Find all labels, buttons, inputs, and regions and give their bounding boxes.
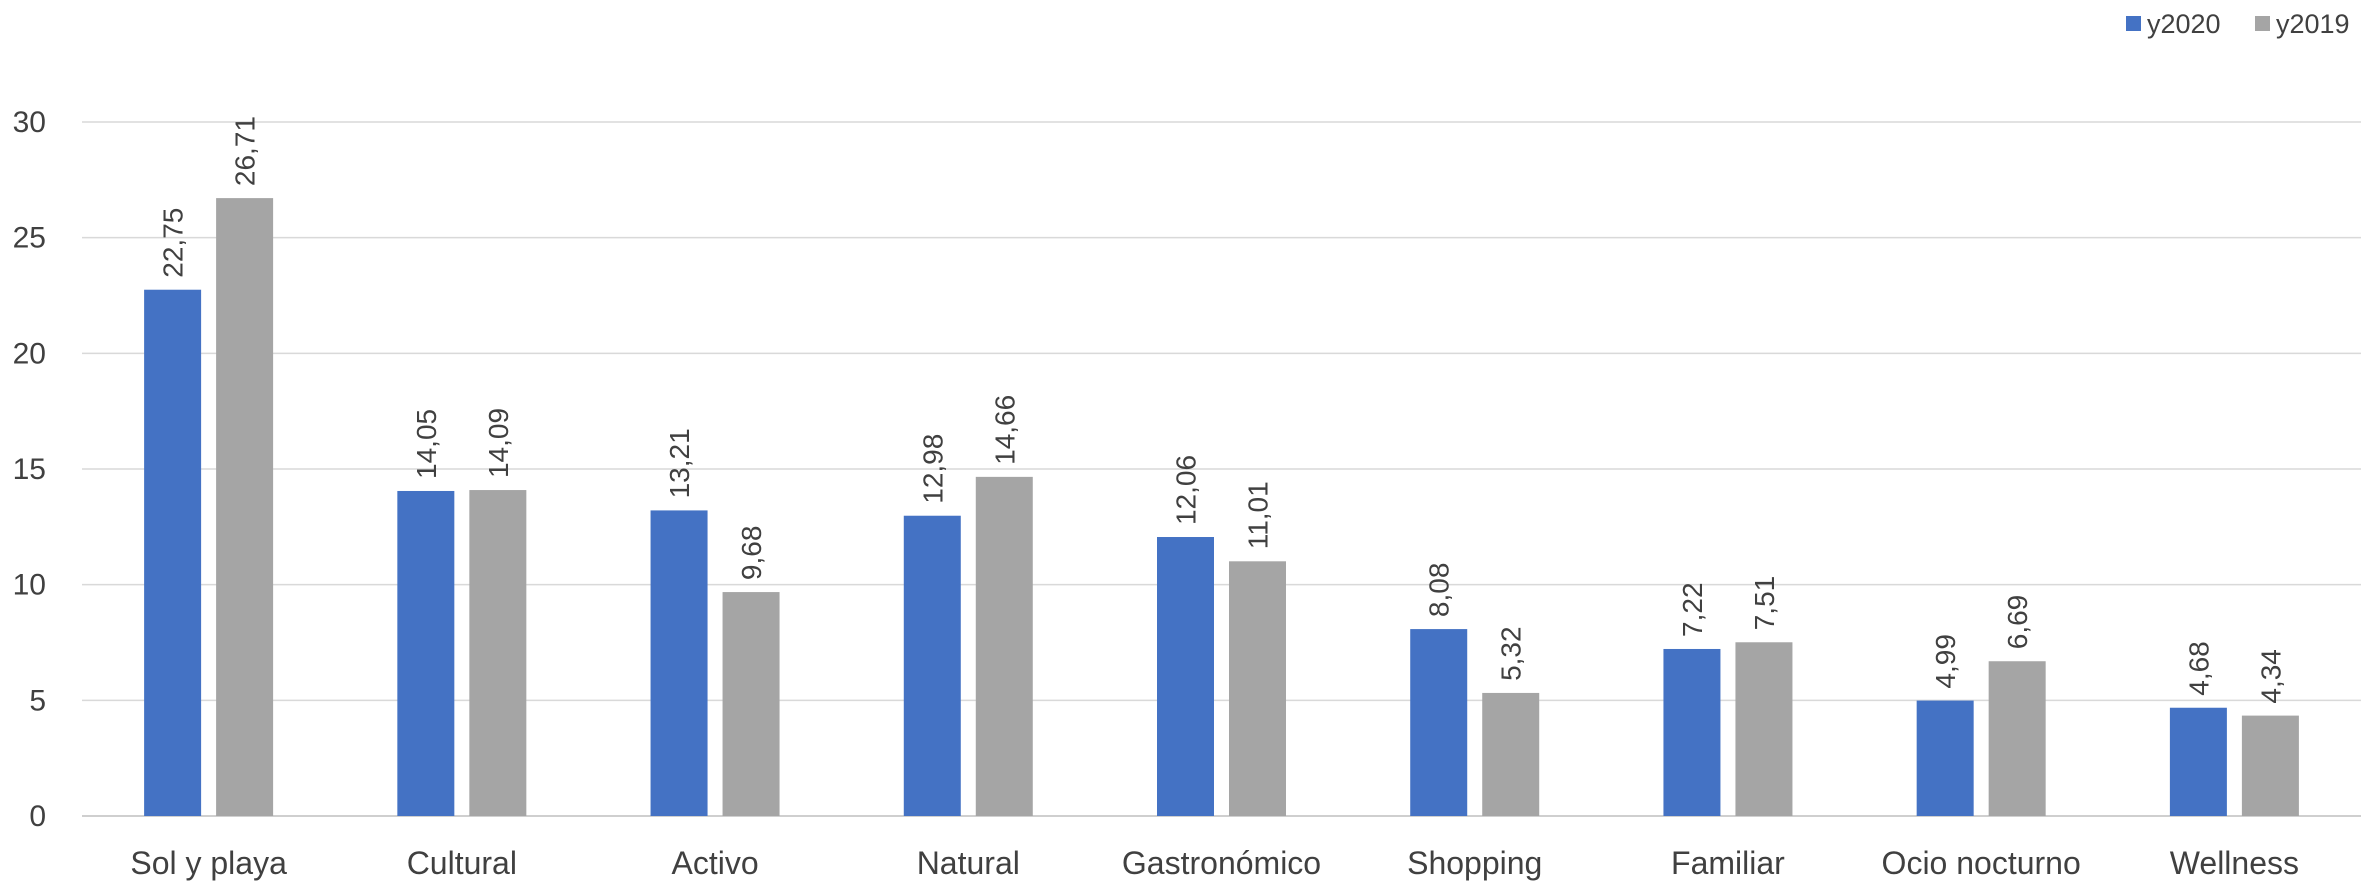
y-tick-label: 30 bbox=[13, 106, 46, 139]
y-axis: 0 5 10 15 20 25 30 bbox=[13, 106, 46, 833]
bar-y2020 bbox=[1410, 629, 1468, 816]
bar-y2020 bbox=[1157, 537, 1214, 816]
x-category-label: Familiar bbox=[1671, 845, 1785, 881]
data-label-y2020: 4,68 bbox=[2183, 641, 2214, 696]
data-label-y2020: 4,99 bbox=[1930, 634, 1961, 689]
bars bbox=[144, 198, 2299, 817]
legend-swatch-y2020 bbox=[2126, 16, 2141, 31]
y-tick-label: 15 bbox=[13, 453, 46, 486]
data-label-y2020: 12,98 bbox=[917, 434, 948, 504]
data-label-y2020: 13,21 bbox=[664, 428, 695, 498]
x-category-label: Cultural bbox=[407, 845, 517, 881]
data-label-y2019: 26,71 bbox=[230, 116, 261, 186]
legend-label-y2020: y2020 bbox=[2147, 9, 2221, 39]
data-label-y2020: 8,08 bbox=[1424, 563, 1455, 618]
x-category-label: Shopping bbox=[1407, 845, 1542, 881]
y-tick-label: 25 bbox=[13, 222, 46, 255]
x-category-label: Gastronómico bbox=[1122, 845, 1321, 881]
bar-y2019 bbox=[216, 198, 274, 817]
y-tick-label: 20 bbox=[13, 337, 46, 370]
bar-y2019 bbox=[1482, 692, 1540, 816]
bar-y2020 bbox=[650, 510, 708, 816]
bar-y2020 bbox=[144, 289, 202, 816]
data-label-y2020: 12,06 bbox=[1171, 455, 1202, 525]
bar-y2019 bbox=[1229, 561, 1286, 816]
x-axis: Sol y playa Cultural Activo Natural Gastronó… bbox=[130, 845, 2299, 881]
y-tick-label: 10 bbox=[13, 569, 46, 602]
data-label-y2019: 4,34 bbox=[2255, 649, 2286, 704]
bar-y2019 bbox=[975, 476, 1033, 816]
x-category-label: Sol y playa bbox=[130, 845, 287, 881]
x-category-label: Activo bbox=[671, 845, 758, 881]
y-tick-label: 0 bbox=[29, 800, 46, 833]
bar-y2020 bbox=[903, 515, 961, 816]
data-label-y2019: 14,09 bbox=[483, 408, 514, 478]
legend-label-y2019: y2019 bbox=[2276, 9, 2350, 39]
legend-swatch-y2019 bbox=[2255, 16, 2270, 31]
y-tick-label: 5 bbox=[29, 684, 46, 717]
x-category-label: Natural bbox=[917, 845, 1020, 881]
legend: y2020 y2019 bbox=[2126, 9, 2350, 39]
x-category-label: Wellness bbox=[2170, 845, 2299, 881]
bar-y2020 bbox=[1916, 700, 1974, 816]
bar-y2019 bbox=[722, 592, 780, 816]
data-labels: 22,75 26,71 14,05 14,09 13,21 9,68 12,98 14,66 1… bbox=[158, 116, 2287, 704]
bar-y2019 bbox=[469, 490, 527, 816]
data-label-y2019: 7,51 bbox=[1749, 576, 1780, 631]
data-label-y2019: 6,69 bbox=[2002, 595, 2033, 649]
bar-y2020 bbox=[1663, 648, 1721, 816]
data-label-y2019: 9,68 bbox=[736, 526, 767, 581]
gridlines bbox=[82, 121, 2361, 817]
bar-y2019 bbox=[1735, 642, 1793, 816]
bar-y2020 bbox=[2169, 707, 2227, 816]
data-label-y2020: 14,05 bbox=[411, 409, 442, 479]
data-label-y2019: 5,32 bbox=[1496, 626, 1527, 681]
x-category-label: Ocio nocturno bbox=[1882, 845, 2081, 881]
data-label-y2019: 11,01 bbox=[1243, 481, 1274, 549]
bar-y2019 bbox=[1988, 661, 2046, 816]
bar-y2020 bbox=[397, 490, 455, 816]
data-label-y2019: 14,66 bbox=[989, 395, 1020, 465]
bar-y2019 bbox=[2241, 715, 2299, 816]
data-label-y2020: 7,22 bbox=[1677, 582, 1708, 637]
data-label-y2020: 22,75 bbox=[158, 208, 189, 278]
